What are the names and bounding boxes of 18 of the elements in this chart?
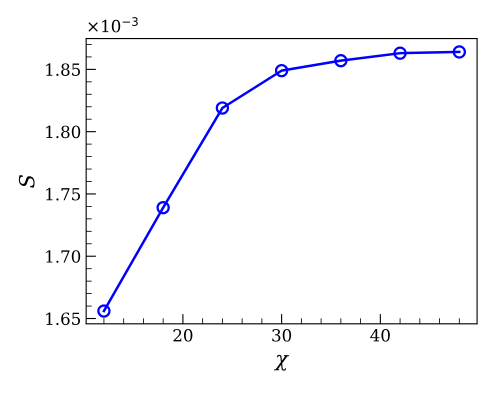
point — [393, 46, 407, 60]
point — [97, 304, 111, 318]
x-axis-title: χ — [274, 354, 289, 371]
point — [452, 45, 466, 59]
y-tick-label: 1.80 — [46, 126, 80, 138]
point — [334, 54, 348, 68]
x-tick-label: 20 — [173, 329, 192, 342]
y-tick-label: 1.85 — [46, 63, 80, 76]
x-tick-label: 30 — [272, 329, 292, 342]
point — [274, 64, 288, 78]
y-axis-title: S — [18, 175, 35, 188]
point — [216, 101, 230, 115]
y-tick-label: 1.70 — [46, 250, 80, 263]
y-tick-label: 1.65 — [46, 312, 80, 326]
text: ×10$^{−3}$ — [88, 17, 138, 32]
x-tick-label: 40 — [370, 329, 390, 342]
y-tick-label: 1.75 — [46, 188, 80, 201]
point — [156, 200, 170, 214]
